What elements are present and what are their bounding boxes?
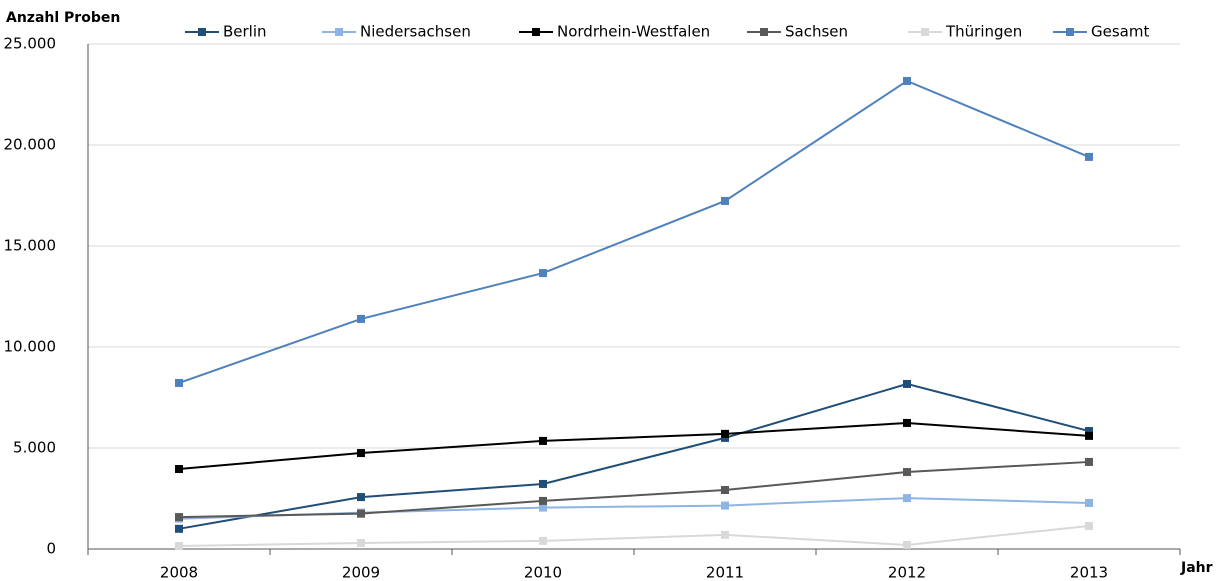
data-point [721, 433, 729, 442]
data-point [1085, 431, 1093, 440]
data-point [357, 449, 365, 458]
data-point [175, 465, 183, 474]
data-point [721, 486, 729, 495]
y-tick-label: 10.000 [4, 338, 57, 356]
data-point [539, 536, 547, 545]
data-point [357, 509, 365, 518]
data-point [175, 524, 183, 533]
data-point [903, 418, 911, 427]
y-tick-label: 5.000 [13, 439, 56, 457]
series-line [178, 421, 1090, 471]
series-line [178, 497, 1090, 520]
legend-label: Sachsen [785, 23, 848, 41]
data-point [721, 530, 729, 539]
data-point [1085, 498, 1093, 507]
data-point [903, 468, 911, 477]
data-point [1085, 152, 1093, 161]
y-tick-label: 0 [46, 540, 56, 558]
legend-marker [532, 28, 540, 36]
legend-label: Niedersachsen [360, 23, 471, 41]
x-tick-label: 2012 [888, 564, 926, 581]
y-axis-label: Anzahl Proben [6, 10, 120, 26]
data-point [539, 496, 547, 505]
y-tick-label: 20.000 [4, 136, 57, 154]
data-point [357, 538, 365, 547]
legend-marker [198, 28, 206, 36]
y-tick-label: 25.000 [4, 35, 57, 53]
data-point [721, 429, 729, 438]
x-tick-label: 2010 [524, 564, 562, 581]
data-point [903, 379, 911, 388]
series-line [178, 79, 1090, 384]
x-tick-label: 2009 [342, 564, 380, 581]
series-line [178, 524, 1090, 547]
data-point [175, 541, 183, 550]
data-point [721, 501, 729, 510]
data-point [1085, 427, 1093, 436]
legend-marker [760, 28, 768, 36]
legend-marker [335, 28, 343, 36]
data-point [539, 269, 547, 278]
data-point [357, 314, 365, 323]
data-point [721, 196, 729, 205]
x-tick-label: 2013 [1070, 564, 1108, 581]
x-tick-label: 2008 [160, 564, 198, 581]
data-point [903, 76, 911, 85]
x-tick-label: 2011 [706, 564, 744, 581]
series-line [178, 382, 1090, 530]
data-point [357, 493, 365, 502]
data-point [539, 436, 547, 445]
data-point [1085, 457, 1093, 466]
data-point [903, 494, 911, 503]
legend-marker [921, 28, 929, 36]
y-tick-label: 15.000 [4, 237, 57, 255]
legend-marker [1066, 28, 1074, 36]
data-point [1085, 521, 1093, 530]
data-point [903, 540, 911, 549]
data-point [175, 378, 183, 387]
legend-label: Nordrhein-Westfalen [557, 23, 710, 41]
data-point [539, 479, 547, 488]
legend-label: Berlin [223, 23, 267, 41]
data-point [539, 503, 547, 512]
legend-label: Thüringen [945, 23, 1022, 41]
data-point [175, 513, 183, 522]
legend-label: Gesamt [1091, 23, 1149, 41]
x-axis-label: Jahr [1180, 560, 1213, 576]
series-line [178, 460, 1090, 519]
